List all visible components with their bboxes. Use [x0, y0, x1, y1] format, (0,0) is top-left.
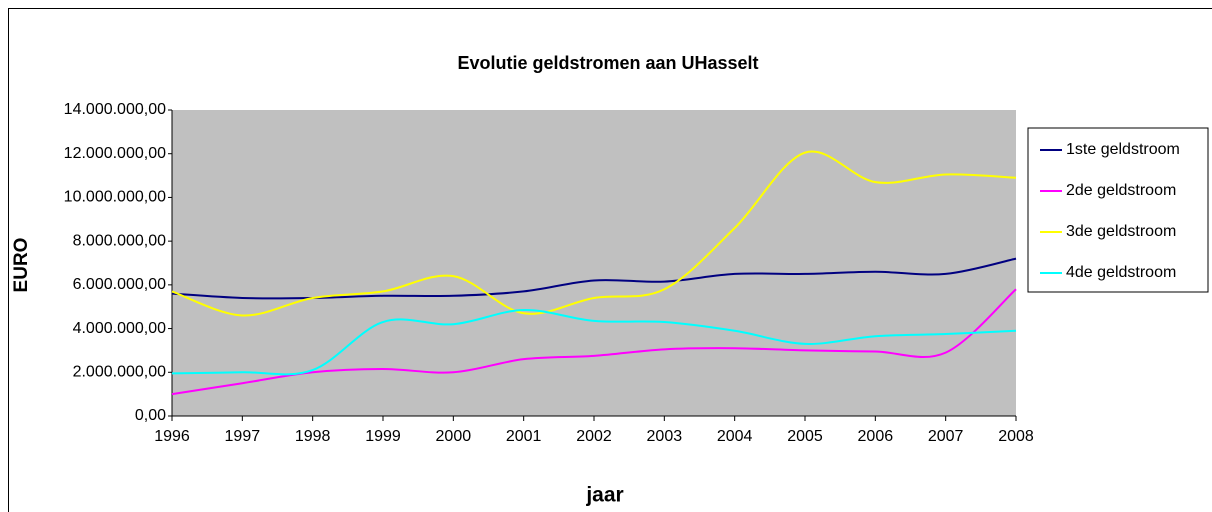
y-tick-label: 14.000.000,00: [64, 101, 166, 118]
x-tick-label: 1999: [365, 428, 401, 445]
y-axis-label: EURO: [11, 238, 32, 293]
x-tick-label: 1997: [225, 428, 261, 445]
y-tick-label: 6.000.000,00: [73, 276, 167, 293]
series-line: [171, 308, 1017, 376]
series-line: [171, 150, 1017, 317]
x-tick-label: 2008: [998, 428, 1034, 445]
x-tick-label: 2005: [787, 428, 823, 445]
x-axis-label: jaar: [585, 484, 623, 507]
x-tick-label: 2001: [506, 428, 542, 445]
x-tick-label: 2000: [436, 428, 472, 445]
chart-title: Evolutie geldstromen aan UHasselt: [457, 53, 758, 73]
legend-label: 2de geldstroom: [1066, 182, 1176, 199]
y-tick-label: 0,00: [135, 407, 166, 424]
legend-label: 1ste geldstroom: [1066, 141, 1180, 158]
y-tick-label: 8.000.000,00: [73, 232, 167, 249]
y-tick-label: 4.000.000,00: [73, 320, 167, 337]
y-tick-label: 2.000.000,00: [73, 364, 167, 381]
legend-label: 3de geldstroom: [1066, 223, 1176, 240]
series-line: [171, 288, 1017, 396]
x-tick-label: 1998: [295, 428, 331, 445]
x-tick-label: 2006: [858, 428, 894, 445]
chart-frame: [8, 8, 1212, 512]
x-tick-label: 2003: [647, 428, 683, 445]
plot-area: [172, 110, 1016, 416]
legend-label: 4de geldstroom: [1066, 264, 1176, 281]
x-tick-label: 2004: [717, 428, 753, 445]
y-tick-label: 10.000.000,00: [64, 189, 166, 206]
x-tick-label: 1996: [154, 428, 190, 445]
legend-box: [1027, 127, 1209, 293]
x-tick-label: 2002: [576, 428, 612, 445]
y-tick-label: 12.000.000,00: [64, 145, 166, 162]
x-tick-label: 2007: [928, 428, 964, 445]
